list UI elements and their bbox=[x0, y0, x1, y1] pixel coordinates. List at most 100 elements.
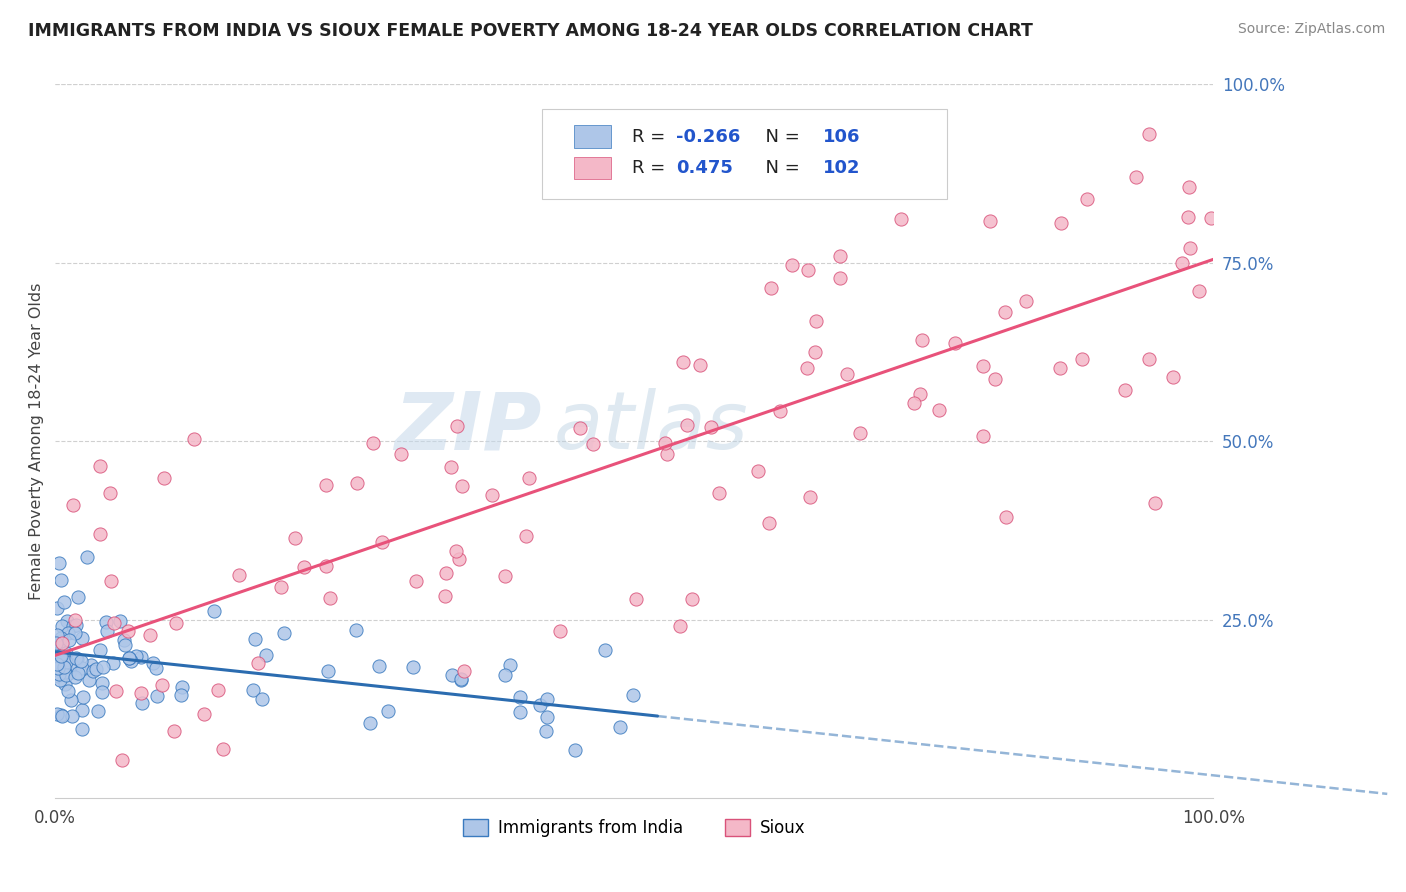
Point bbox=[799, 490, 821, 504]
Point bbox=[908, 387, 931, 401]
Point bbox=[654, 435, 676, 450]
Point bbox=[1050, 215, 1073, 229]
Point bbox=[96, 624, 118, 638]
Point bbox=[58, 665, 80, 680]
Point bbox=[80, 657, 103, 672]
Point bbox=[51, 631, 73, 645]
Point bbox=[48, 634, 70, 648]
Point bbox=[153, 471, 176, 485]
Point bbox=[84, 662, 107, 676]
Point bbox=[62, 619, 84, 633]
Point bbox=[63, 625, 86, 640]
Point bbox=[270, 580, 292, 594]
Point bbox=[72, 690, 94, 705]
Point bbox=[903, 396, 925, 410]
Point bbox=[245, 632, 267, 646]
Point bbox=[434, 566, 457, 581]
Point bbox=[593, 642, 616, 657]
Point bbox=[315, 477, 337, 491]
Point bbox=[828, 271, 851, 285]
Point bbox=[449, 551, 471, 566]
Point bbox=[402, 660, 425, 674]
Point bbox=[681, 591, 703, 606]
Point bbox=[782, 259, 804, 273]
Point bbox=[63, 671, 86, 685]
Text: N =: N = bbox=[754, 128, 806, 145]
Text: 106: 106 bbox=[823, 128, 860, 145]
Point bbox=[796, 360, 818, 375]
Point bbox=[170, 688, 193, 702]
Point bbox=[928, 403, 950, 417]
Point bbox=[495, 668, 517, 682]
Point bbox=[450, 673, 472, 687]
Point bbox=[1076, 192, 1098, 206]
Point bbox=[49, 574, 72, 588]
Point bbox=[55, 655, 77, 669]
Point bbox=[46, 661, 69, 675]
Point bbox=[359, 716, 381, 731]
Point bbox=[51, 636, 73, 650]
Point bbox=[72, 703, 94, 717]
Point bbox=[837, 367, 859, 381]
Point bbox=[53, 594, 76, 608]
Point bbox=[498, 658, 520, 673]
Point bbox=[55, 668, 77, 682]
Text: Source: ZipAtlas.com: Source: ZipAtlas.com bbox=[1237, 22, 1385, 37]
Point bbox=[111, 753, 134, 767]
Point bbox=[509, 705, 531, 719]
Point bbox=[60, 657, 83, 672]
Point bbox=[548, 624, 571, 638]
Point bbox=[1199, 211, 1222, 225]
Point bbox=[761, 280, 783, 294]
Text: atlas: atlas bbox=[553, 388, 748, 466]
Point bbox=[806, 314, 828, 328]
Point bbox=[145, 689, 167, 703]
Point bbox=[828, 249, 851, 263]
Point bbox=[1114, 383, 1136, 397]
Point bbox=[346, 475, 368, 490]
Point bbox=[1049, 361, 1071, 376]
Point bbox=[70, 654, 93, 668]
Point bbox=[142, 656, 165, 670]
Point bbox=[515, 529, 537, 543]
Legend: Immigrants from India, Sioux: Immigrants from India, Sioux bbox=[457, 812, 813, 843]
Point bbox=[62, 498, 84, 512]
Point bbox=[120, 654, 142, 668]
Point bbox=[972, 359, 994, 373]
Point bbox=[150, 678, 173, 692]
Point bbox=[112, 632, 135, 647]
Point bbox=[52, 659, 75, 673]
Point bbox=[446, 419, 468, 434]
Point bbox=[53, 653, 76, 667]
Text: R =: R = bbox=[633, 128, 671, 145]
Point bbox=[118, 650, 141, 665]
Point bbox=[53, 677, 76, 691]
Point bbox=[943, 335, 966, 350]
Point bbox=[202, 604, 225, 618]
Point bbox=[212, 742, 235, 756]
Point bbox=[139, 628, 162, 642]
Point bbox=[1171, 256, 1194, 270]
Point bbox=[45, 657, 67, 671]
Point bbox=[70, 661, 93, 675]
Point bbox=[371, 534, 394, 549]
Point bbox=[1143, 496, 1166, 510]
Point bbox=[481, 488, 503, 502]
Point bbox=[89, 643, 111, 657]
Point bbox=[441, 667, 464, 681]
Point bbox=[76, 549, 98, 564]
Point bbox=[700, 420, 723, 434]
Point bbox=[890, 212, 912, 227]
Point bbox=[252, 692, 274, 706]
FancyBboxPatch shape bbox=[574, 125, 612, 148]
Point bbox=[58, 632, 80, 647]
Point bbox=[1178, 180, 1201, 194]
Point bbox=[145, 661, 167, 675]
Point bbox=[676, 417, 699, 432]
Point bbox=[51, 619, 73, 633]
Point bbox=[70, 632, 93, 646]
Point bbox=[49, 648, 72, 663]
Point bbox=[377, 704, 399, 718]
Point bbox=[247, 656, 270, 670]
Point bbox=[242, 683, 264, 698]
